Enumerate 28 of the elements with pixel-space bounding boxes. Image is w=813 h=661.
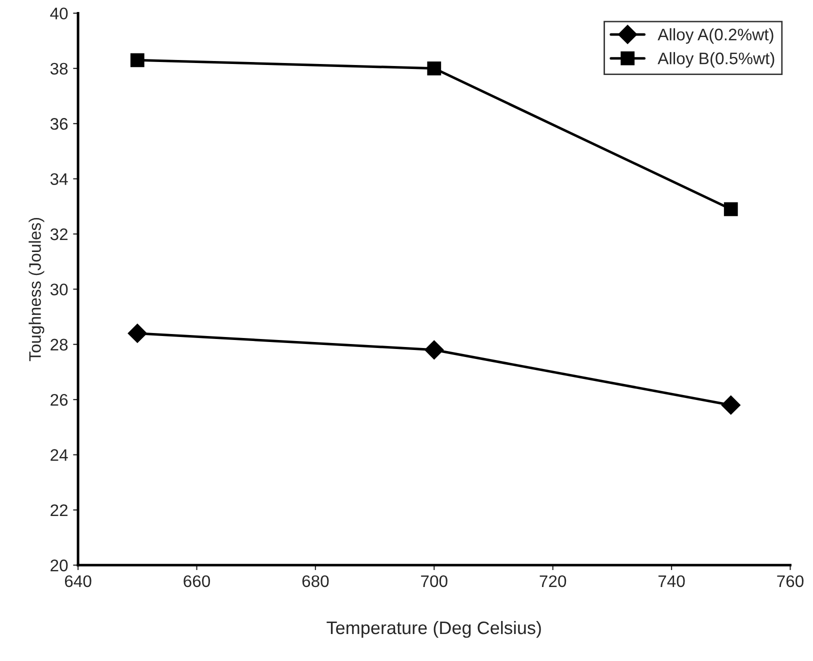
point [128, 324, 147, 343]
y-tick-label: 28 [50, 338, 68, 351]
x-tick-label: 680 [302, 575, 329, 588]
y-tick-label: 38 [50, 62, 68, 75]
x-tick-label: 640 [64, 575, 92, 588]
y-tick-label: 22 [50, 504, 68, 516]
point [724, 202, 738, 216]
y-axis-title: Toughness (Joules) [28, 218, 44, 362]
legend-label: Alloy A(0.2%wt) [658, 28, 774, 44]
legend-label: Alloy B(0.5%wt) [658, 52, 774, 68]
point [427, 61, 442, 76]
x-tick-label: 740 [658, 575, 685, 588]
x-tick-label: 720 [540, 575, 566, 588]
y-tick-label: 34 [50, 173, 68, 186]
point [424, 340, 444, 360]
y-tick-label: 20 [50, 560, 68, 572]
y-tick-label: 40 [50, 8, 68, 20]
y-tick-label: 30 [50, 284, 68, 296]
y-tick-label: 36 [50, 118, 68, 130]
x-tick-label: 760 [777, 575, 804, 588]
y-tick-label: 32 [50, 228, 68, 240]
y-tick-label: 26 [50, 394, 68, 406]
point [721, 396, 740, 415]
point [130, 53, 144, 68]
x-tick-label: 700 [421, 575, 448, 588]
y-tick-label: 24 [50, 449, 68, 461]
x-axis-title: Temperature (Deg Celsius) [326, 620, 541, 638]
x-tick-label: 660 [184, 575, 210, 588]
